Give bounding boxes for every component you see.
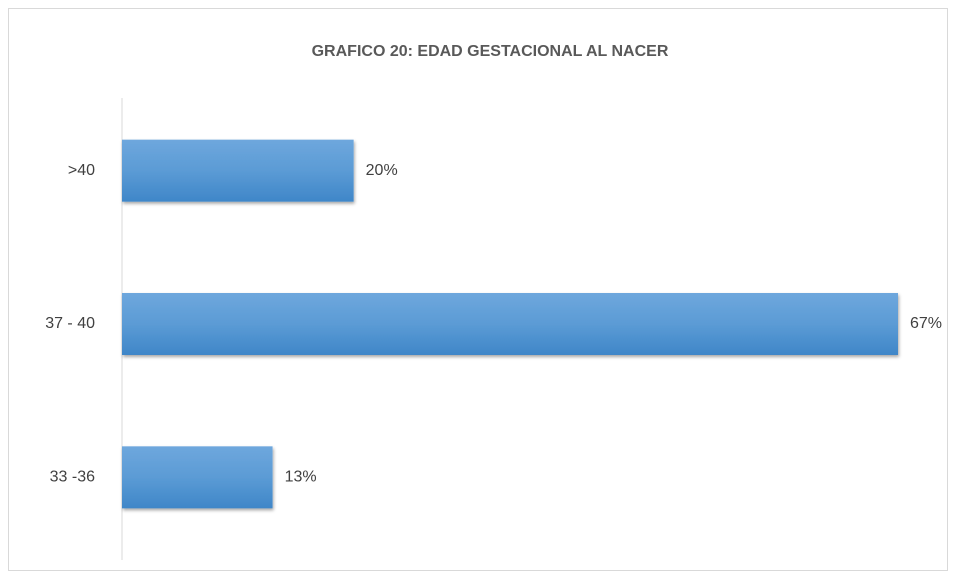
bar bbox=[122, 139, 354, 202]
data-label: 20% bbox=[366, 162, 398, 179]
y-tick-label: 37 - 40 bbox=[45, 315, 95, 332]
bar bbox=[122, 446, 273, 509]
data-label: 13% bbox=[285, 469, 317, 486]
bar bbox=[122, 293, 898, 355]
y-tick-label: >40 bbox=[68, 162, 95, 179]
chart-title: GRAFICO 20: EDAD GESTACIONAL AL NACER bbox=[312, 43, 669, 60]
data-label: 67% bbox=[910, 315, 942, 332]
y-tick-label: 33 -36 bbox=[50, 469, 95, 486]
